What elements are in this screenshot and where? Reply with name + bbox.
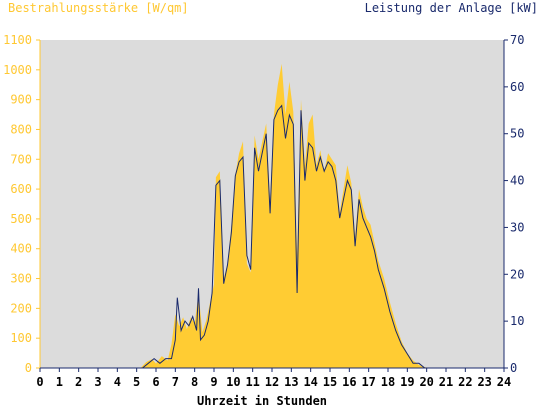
x-axis-ticks: 0 1 2 3 4 5 6 7 8 9 10 11 12 13 14 15 16 17 18 19 20 21 22 23 24 — [36, 368, 511, 389]
x-tick-label: 14 — [303, 375, 317, 389]
left-tick-label: 400 — [10, 242, 32, 256]
x-tick-label: 15 — [323, 375, 337, 389]
x-tick-label: 8 — [191, 375, 198, 389]
x-tick-label: 0 — [36, 375, 43, 389]
x-tick-label: 4 — [114, 375, 121, 389]
x-tick-label: 22 — [458, 375, 472, 389]
power-line — [40, 104, 504, 369]
right-axis-title: Leistung der Anlage [kW] — [365, 1, 538, 15]
right-tick-label: 70 — [510, 33, 524, 47]
left-tick-label: 700 — [10, 152, 32, 166]
left-tick-label: 200 — [10, 301, 32, 315]
right-tick-label: 10 — [510, 314, 524, 328]
x-tick-label: 19 — [400, 375, 414, 389]
x-tick-label: 21 — [439, 375, 453, 389]
left-tick-label: 100 — [10, 331, 32, 345]
x-tick-label: 13 — [284, 375, 298, 389]
x-tick-label: 16 — [342, 375, 356, 389]
left-tick-label: 1100 — [3, 33, 32, 47]
x-tick-label: 12 — [265, 375, 279, 389]
left-tick-label: 800 — [10, 122, 32, 136]
right-tick-label: 50 — [510, 127, 524, 141]
left-tick-label: 600 — [10, 182, 32, 196]
x-tick-label: 1 — [56, 375, 63, 389]
x-tick-label: 17 — [361, 375, 375, 389]
left-tick-label: 900 — [10, 93, 32, 107]
left-axis-ticks: 0 100 200 300 400 500 600 700 800 900 1000 1100 — [3, 33, 40, 375]
x-tick-label: 23 — [477, 375, 491, 389]
x-tick-label: 18 — [381, 375, 395, 389]
right-tick-label: 40 — [510, 174, 524, 188]
left-tick-label: 500 — [10, 212, 32, 226]
right-axis-ticks: 0 10 20 30 40 50 60 70 — [504, 33, 524, 375]
x-tick-label: 9 — [210, 375, 217, 389]
x-tick-label: 2 — [75, 375, 82, 389]
irradiance-area — [40, 63, 504, 369]
left-tick-label: 0 — [25, 361, 32, 375]
right-tick-label: 0 — [510, 361, 517, 375]
x-tick-label: 20 — [419, 375, 433, 389]
right-tick-label: 60 — [510, 80, 524, 94]
x-tick-label: 7 — [172, 375, 179, 389]
right-tick-label: 30 — [510, 220, 524, 234]
left-tick-label: 300 — [10, 272, 32, 286]
x-tick-label: 24 — [497, 375, 511, 389]
left-axis-title: Bestrahlungsstärke [W/qm] — [8, 1, 189, 15]
x-tick-label: 11 — [245, 375, 259, 389]
right-tick-label: 20 — [510, 267, 524, 281]
x-axis-title: Uhrzeit in Stunden — [197, 394, 327, 408]
x-tick-label: 3 — [94, 375, 101, 389]
x-tick-label: 6 — [152, 375, 159, 389]
x-tick-label: 10 — [226, 375, 240, 389]
x-tick-label: 5 — [133, 375, 140, 389]
left-tick-label: 1000 — [3, 63, 32, 77]
